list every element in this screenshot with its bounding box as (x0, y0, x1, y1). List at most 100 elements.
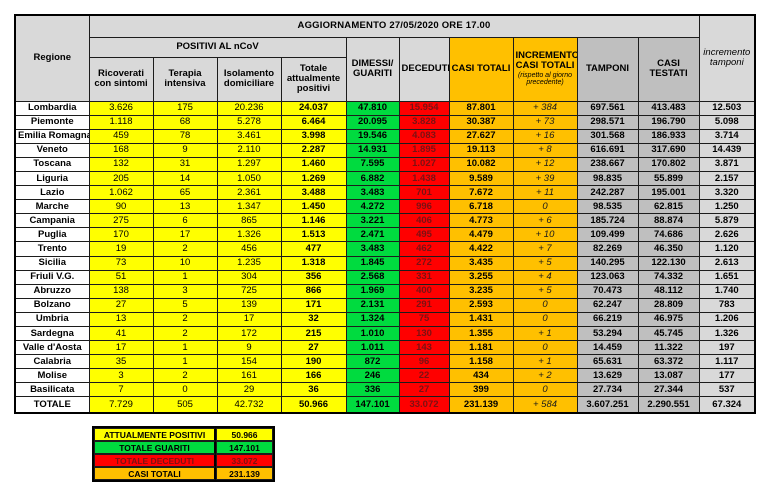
cell-casi-testati: 413.483 (637, 100, 700, 116)
cell-casi-totali: 87.801 (448, 100, 514, 116)
cell-incremento-tamponi: 1.206 (698, 311, 756, 328)
cell-isolamento: 3.461 (216, 128, 282, 144)
cell-tamponi: 123.063 (576, 269, 639, 285)
region-name: Trento (14, 241, 90, 257)
cell-isolamento: 865 (216, 213, 282, 229)
cell-dimessi: 19.546 (345, 128, 400, 144)
cell-ricoverati: 7 (88, 382, 154, 398)
region-name: Basilicata (14, 382, 90, 398)
region-name: Sicilia (14, 255, 90, 271)
cell-ricoverati: 1.062 (88, 185, 154, 201)
update-title: AGGIORNAMENTO 27/05/2020 ORE 17.00 (88, 14, 700, 38)
cell-ricoverati: 41 (88, 325, 154, 342)
legend-row-totale-deceduti: TOTALE DECEDUTI 33.072 (94, 454, 273, 468)
cell-isolamento: 1.050 (216, 170, 282, 187)
table-row: Sardegna 41 2 172 215 1.010 130 1.355 + 1 53.294 4… (14, 325, 756, 342)
covid-data-table: Regione AGGIORNAMENTO 27/05/2020 ORE 17.… (14, 14, 757, 415)
cell-dimessi: 3.483 (345, 241, 400, 257)
cell-casi-testati: 195.001 (637, 185, 700, 201)
region-name: Piemonte (14, 114, 90, 130)
cell-incremento-casi: + 10 (512, 227, 578, 243)
cell-incremento-tamponi: 1.120 (698, 241, 756, 257)
cell-terapia: 5 (152, 297, 218, 313)
cell-casi-testati: 13.087 (637, 368, 700, 384)
cell-tamponi: 66.219 (576, 311, 639, 328)
region-name: Veneto (14, 142, 90, 158)
cell-dimessi: 2.471 (345, 227, 400, 243)
region-name: Valle d'Aosta (14, 340, 90, 356)
cell-isolamento: 29 (216, 382, 282, 398)
table-row: Liguria 205 14 1.050 1.269 6.882 1.438 9.589 + 3… (14, 170, 756, 187)
cell-isolamento: 2.361 (216, 185, 282, 201)
cell-isolamento: 1.326 (216, 227, 282, 243)
cell-ricoverati: 27 (88, 297, 154, 313)
cell-incremento-tamponi: 2.613 (698, 255, 756, 271)
cell-incremento-casi: + 1 (512, 354, 578, 370)
cell-dimessi: 47.810 (345, 100, 400, 116)
header-incremento-casi-main: INCREMENTO CASI TOTALI (515, 49, 577, 71)
region-name: Umbria (14, 311, 90, 328)
cell-terapia: 1 (152, 269, 218, 285)
cell-deceduti: 272 (398, 255, 450, 271)
table-row: Lazio 1.062 65 2.361 3.488 3.483 701 7.672 + 11 2… (14, 185, 756, 201)
cell-deceduti: 701 (398, 185, 450, 201)
cell-casi-totali: 30.387 (448, 114, 514, 130)
cell-tamponi: 616.691 (576, 142, 639, 158)
cell-totale-positivi: 2.287 (280, 142, 347, 158)
cell-incremento-tamponi: 1.117 (698, 354, 756, 370)
cell-incremento-casi: 0 (512, 340, 578, 356)
cell-incremento-tamponi: 177 (698, 368, 756, 384)
cell-ricoverati: 90 (88, 199, 154, 215)
region-name: Sardegna (14, 325, 90, 342)
header-deceduti: DECEDUTI (398, 36, 450, 102)
cell-tamponi: 53.294 (576, 325, 639, 342)
cell-tamponi: 65.631 (576, 354, 639, 370)
cell-isolamento: 304 (216, 269, 282, 285)
cell-incremento-tamponi: 197 (698, 340, 756, 356)
legend-row-casi-totali: CASI TOTALI 231.139 (94, 467, 273, 481)
cell-dimessi: 246 (345, 368, 400, 384)
region-name: Lombardia (14, 100, 90, 116)
cell-incremento-tamponi: 14.439 (698, 142, 756, 158)
cell-dimessi: 1.011 (345, 340, 400, 356)
cell-ricoverati: 19 (88, 241, 154, 257)
cell-casi-totali: 9.589 (448, 170, 514, 187)
cell-totale-positivi: 3.998 (280, 128, 347, 144)
cell-incremento-casi: + 2 (512, 368, 578, 384)
cell-terapia: 17 (152, 227, 218, 243)
table-header: Regione AGGIORNAMENTO 27/05/2020 ORE 17.… (14, 14, 756, 102)
cell-incremento-casi: 0 (512, 297, 578, 313)
cell-deceduti: 96 (398, 354, 450, 370)
cell-terapia: 31 (152, 156, 218, 172)
cell-terapia: 10 (152, 255, 218, 271)
cell-terapia: 1 (152, 354, 218, 370)
cell-isolamento: 5.278 (216, 114, 282, 130)
cell-totale-positivi: 27 (280, 340, 347, 356)
cell-deceduti: 291 (398, 297, 450, 313)
cell-incremento-tamponi: 2.157 (698, 170, 756, 187)
cell-casi-totali: 19.113 (448, 142, 514, 158)
cell-terapia: 3 (152, 283, 218, 299)
cell-incremento-tamponi: 5.879 (698, 213, 756, 229)
cell-casi-totali: 1.431 (448, 311, 514, 328)
cell-casi-testati: 11.322 (637, 340, 700, 356)
cell-incremento-tamponi: 1.250 (698, 199, 756, 215)
cell-deceduti: 462 (398, 241, 450, 257)
cell-totale-positivi: 190 (280, 354, 347, 370)
legend-value: 50.966 (216, 428, 273, 442)
cell-ricoverati: 459 (88, 128, 154, 144)
cell-terapia: 175 (152, 100, 218, 116)
cell-incremento-casi: + 7 (512, 241, 578, 257)
cell-incremento-casi: + 584 (512, 396, 578, 414)
cell-incremento-tamponi: 67.324 (698, 396, 756, 414)
cell-totale-positivi: 1.269 (280, 170, 347, 187)
cell-isolamento: 1.347 (216, 199, 282, 215)
header-totale-positivi: Totale attualmente positivi (280, 56, 347, 102)
legend-label: CASI TOTALI (94, 467, 216, 481)
header-dimessi: DIMESSI/ GUARITI (345, 36, 400, 102)
region-name: Emilia Romagna (14, 128, 90, 144)
cell-tamponi: 242.287 (576, 185, 639, 201)
header-region: Regione (14, 14, 90, 102)
cell-ricoverati: 170 (88, 227, 154, 243)
cell-casi-testati: 317.690 (637, 142, 700, 158)
